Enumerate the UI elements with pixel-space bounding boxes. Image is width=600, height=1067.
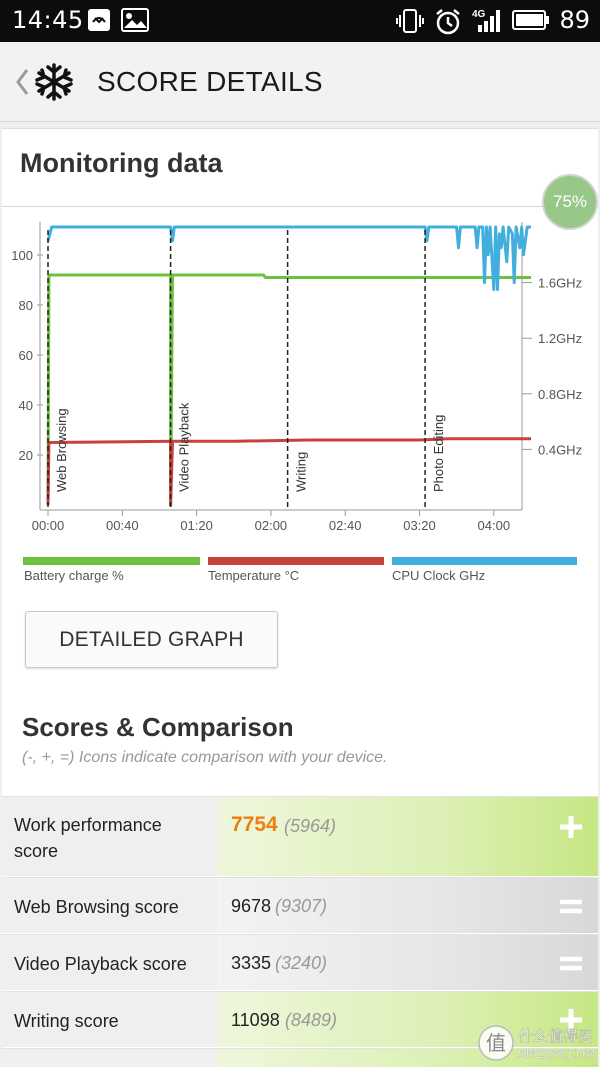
watermark-line2: SMZDM.COM: [518, 1047, 596, 1061]
status-time: 14:45: [12, 6, 84, 34]
equal-icon: [560, 956, 582, 971]
detailed-graph-button[interactable]: DETAILED GRAPH: [25, 611, 278, 668]
y-left-tick-label: 40: [19, 398, 33, 413]
battery-icon: [512, 10, 549, 30]
score-row-video-playback[interactable]: Video Playback score 3335 (3240): [2, 934, 598, 990]
score-value: 9678: [231, 896, 272, 916]
score-label: Web Browsing score: [14, 897, 179, 917]
score-compare: (8489): [285, 1010, 338, 1030]
signal-icon: 4G: [472, 9, 500, 32]
score-label-cell: [2, 1049, 217, 1067]
score-value-cell: 7754 (5964): [217, 797, 598, 876]
y-left-tick-label: 60: [19, 348, 33, 363]
watermark-glyph: 值: [486, 1031, 506, 1055]
notification-app-icon: [88, 9, 110, 31]
section-label: Writing: [294, 452, 309, 492]
cpu-clock-series-line: [46, 225, 531, 291]
section-label: Photo Editing: [431, 415, 446, 492]
y-left-tick-label: 20: [19, 448, 33, 463]
back-chevron-icon[interactable]: [12, 66, 32, 98]
monitoring-chart: 20 40 60 80 100 0.4GHz 0.8GHz 1.2GHz 1.6GHz 00:00…: [11, 222, 582, 533]
x-tick-label: 00:40: [106, 518, 139, 533]
x-tick-label: 00:00: [32, 518, 65, 533]
y-right-tick-label: 1.2GHz: [538, 331, 582, 346]
x-tick-label: 01:20: [180, 518, 213, 533]
monitoring-title: Monitoring data: [20, 148, 223, 178]
y-right-tick-label: 0.8GHz: [538, 387, 582, 402]
score-label: Video Playback score: [14, 954, 187, 974]
status-bar: 14:45 4G 89: [0, 0, 600, 42]
y-left-tick-label: 100: [11, 248, 33, 263]
x-tick-label: 03:20: [403, 518, 436, 533]
y-right-tick-label: 1.6GHz: [538, 276, 582, 291]
legend-label-temperature: Temperature °C: [208, 568, 300, 583]
section-label: Video Playback: [177, 402, 192, 492]
score-row-web-browsing[interactable]: Web Browsing score 9678 (9307): [2, 877, 598, 933]
temperature-series-line: [46, 437, 531, 507]
section-label: Web Browsing: [54, 408, 69, 492]
score-value: 3335: [231, 953, 272, 973]
score-compare: (5964): [284, 816, 337, 836]
y-right-tick-label: 0.4GHz: [538, 442, 582, 457]
watermark-line1: 什么值得买: [518, 1027, 593, 1045]
score-label-line2: score: [14, 841, 59, 861]
snowflake-logo-icon[interactable]: [34, 62, 74, 102]
plus-icon: [560, 1009, 582, 1031]
score-value-cell: 9678 (9307): [217, 878, 598, 933]
score-row-writing[interactable]: Writing score 11098 (8489): [2, 991, 598, 1047]
score-value: 11098: [231, 1010, 280, 1030]
legend-swatch-battery: [23, 557, 200, 565]
score-value-cell: 11098 (8489): [217, 992, 598, 1047]
network-label: 4G: [472, 9, 486, 20]
section-divider: [2, 206, 598, 207]
score-label-cell: Video Playback score: [2, 935, 217, 990]
x-tick-label: 02:00: [255, 518, 288, 533]
legend-label-cpu: CPU Clock GHz: [392, 568, 486, 583]
battery-series-line: [46, 273, 531, 507]
equal-icon: [560, 899, 582, 914]
score-value: 7754: [231, 813, 278, 836]
score-compare: (3240): [275, 953, 328, 973]
score-label: Writing score: [14, 1011, 119, 1031]
vibrate-icon: [396, 9, 424, 33]
score-row-work-performance[interactable]: Work performance score 7754 (5964): [2, 796, 598, 876]
x-tick-label: 02:40: [329, 518, 362, 533]
score-label-cell: Web Browsing score: [2, 878, 217, 933]
legend-label-battery: Battery charge %: [24, 568, 124, 583]
score-value-cell: 3335 (3240): [217, 935, 598, 990]
scores-title: Scores & Comparison: [22, 712, 294, 742]
score-label: Work performance: [14, 815, 162, 835]
scroll-percent-badge: 75%: [542, 174, 598, 230]
smzdm-watermark-logo: 值 什么值得买 SMZDM.COM: [478, 1025, 596, 1061]
score-label-cell: Work performance score: [2, 797, 217, 876]
x-tick-label: 04:00: [478, 518, 511, 533]
gallery-icon: [121, 8, 149, 32]
plus-icon: [560, 816, 582, 838]
battery-percent: 89: [559, 6, 590, 34]
score-compare: (9307): [275, 896, 328, 916]
legend-swatch-temperature: [208, 557, 384, 565]
app-bar: SCORE DETAILS: [0, 42, 600, 122]
alarm-icon: [436, 9, 460, 35]
score-label-cell: Writing score: [2, 992, 217, 1047]
y-left-tick-label: 80: [19, 298, 33, 313]
legend-swatch-cpu: [392, 557, 577, 565]
scores-hint: (-, +, =) Icons indicate comparison with…: [22, 749, 388, 766]
page-title: SCORE DETAILS: [97, 66, 323, 97]
